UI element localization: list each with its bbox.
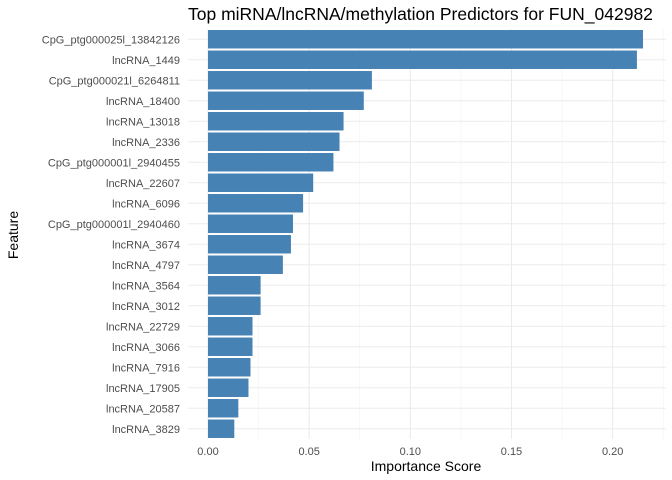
bar — [208, 214, 293, 233]
bar — [208, 91, 364, 110]
y-tick-label: lncRNA_3564 — [112, 280, 180, 292]
y-tick-label: lncRNA_17905 — [106, 383, 180, 395]
bar — [208, 419, 235, 438]
bar — [208, 337, 253, 356]
bar — [208, 235, 291, 254]
bar — [208, 30, 643, 49]
grid-lines — [188, 29, 666, 439]
y-tick-label: lncRNA_3012 — [112, 301, 180, 313]
y-tick-label: CpG_ptg000001l_2940460 — [48, 219, 180, 231]
x-tick-label: 0.00 — [197, 446, 218, 458]
bar — [208, 50, 637, 69]
x-tick-label: 0.15 — [501, 446, 522, 458]
y-tick-label: CpG_ptg000021l_6264811 — [49, 75, 180, 87]
y-tick-label: lncRNA_3674 — [112, 239, 180, 251]
bar — [208, 173, 314, 192]
x-tick-label: 0.10 — [400, 446, 421, 458]
bar — [208, 71, 372, 90]
bar — [208, 317, 253, 336]
bar — [208, 255, 283, 274]
y-tick-label: lncRNA_18400 — [106, 96, 180, 108]
y-axis-title: Feature — [5, 211, 21, 259]
y-tick-label: lncRNA_4797 — [112, 260, 180, 272]
bar — [208, 153, 334, 172]
y-tick-label: lncRNA_2336 — [112, 137, 180, 149]
y-tick-label: lncRNA_20587 — [106, 403, 180, 415]
bars — [208, 30, 643, 438]
x-tick-label: 0.20 — [602, 446, 623, 458]
bar — [208, 132, 340, 151]
y-tick-label: lncRNA_22607 — [106, 178, 180, 190]
x-tick-label: 0.05 — [298, 446, 319, 458]
bar — [208, 112, 344, 131]
chart-title: Top miRNA/lncRNA/methylation Predictors … — [188, 4, 653, 25]
y-tick-label: CpG_ptg000001l_2940455 — [48, 157, 180, 169]
y-tick-label: lncRNA_3066 — [112, 342, 180, 354]
y-tick-label: lncRNA_1449 — [112, 55, 180, 67]
x-axis-title: Importance Score — [371, 458, 482, 474]
bar — [208, 276, 261, 295]
bar — [208, 194, 304, 213]
x-tick-labels: 0.00 0.05 0.10 0.15 0.20 — [197, 446, 623, 458]
y-tick-label: lncRNA_6096 — [112, 198, 180, 210]
bar — [208, 399, 239, 418]
bar — [208, 296, 261, 315]
bar — [208, 378, 249, 397]
bar — [208, 358, 251, 377]
y-tick-label: lncRNA_7916 — [112, 362, 180, 374]
plot-panel — [188, 29, 666, 439]
y-tick-label: CpG_ptg000025l_13842126 — [42, 34, 180, 46]
y-tick-label: lncRNA_22729 — [106, 321, 180, 333]
y-tick-label: lncRNA_3829 — [112, 424, 180, 436]
y-tick-labels: CpG_ptg000025l_13842126 lncRNA_1449 CpG_pt… — [42, 34, 180, 436]
y-tick-label: lncRNA_13018 — [106, 116, 180, 128]
